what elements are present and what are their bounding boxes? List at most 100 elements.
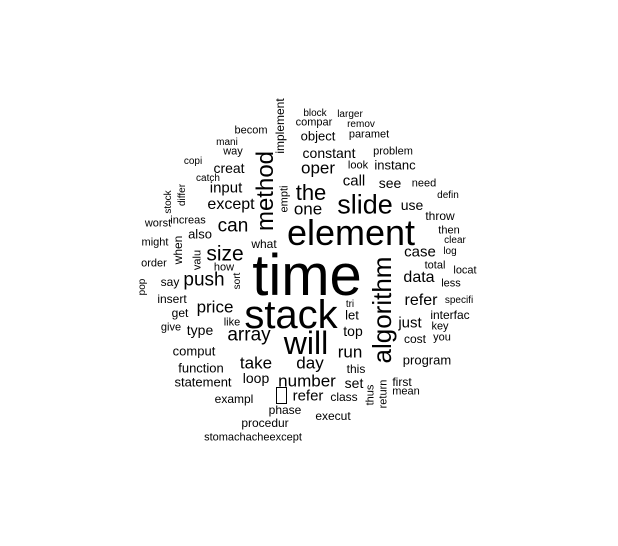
cloud-word: function	[178, 360, 224, 376]
cloud-word: take	[239, 353, 273, 373]
cloud-word: can	[217, 215, 249, 237]
cloud-word: creat	[213, 160, 245, 176]
cloud-word: except	[207, 196, 255, 213]
cloud-word: statement	[174, 374, 232, 390]
cloud-word: total	[424, 259, 446, 272]
cloud-word: need	[411, 177, 437, 190]
cloud-word: procedur	[241, 416, 289, 430]
cloud-word: tri	[345, 299, 355, 310]
cloud-word: way	[223, 145, 243, 158]
cloud-word: mani	[216, 137, 238, 148]
cloud-word: how	[213, 261, 235, 274]
cloud-word: stack	[244, 293, 338, 337]
cloud-word: set	[344, 375, 364, 391]
cloud-word: look	[347, 159, 369, 172]
cloud-word: array	[227, 324, 271, 346]
cloud-word: pop	[137, 278, 148, 296]
cloud-word: just	[398, 314, 422, 332]
cloud-word: worst	[144, 217, 172, 230]
cloud-word: compar	[295, 116, 333, 129]
cloud-word: stock	[163, 190, 174, 214]
cloud-word: sort	[232, 272, 243, 290]
cloud-word: refer	[404, 292, 438, 309]
cloud-word: locat	[453, 264, 477, 277]
cloud-word: interfac	[430, 308, 470, 322]
cloud-word: log	[443, 246, 457, 257]
cloud-word: case	[404, 243, 436, 261]
cloud-word: use	[400, 197, 424, 213]
cloud-word: execut	[315, 409, 351, 423]
cloud-word: refer	[292, 387, 324, 405]
cloud-word: specifi	[444, 295, 474, 306]
cloud-word: will	[283, 325, 329, 361]
cloud-word: class	[330, 390, 358, 404]
cloud-word: like	[223, 316, 241, 329]
cloud-word: catch	[196, 173, 220, 184]
cloud-word: method	[252, 150, 279, 232]
cloud-word: empti	[278, 185, 291, 213]
cloud-word: first	[392, 375, 412, 389]
cloud-word: return	[377, 379, 390, 409]
cloud-word: time	[252, 243, 362, 308]
cloud-word: the	[295, 180, 327, 205]
cloud-word: cost	[403, 332, 427, 346]
missing-glyph-icon	[276, 387, 287, 404]
cloud-word: block	[303, 108, 327, 119]
cloud-word: slide	[337, 189, 393, 220]
cloud-word: what	[251, 237, 277, 251]
cloud-word: paramet	[348, 128, 390, 141]
cloud-word: number	[278, 371, 336, 391]
cloud-word: see	[378, 175, 402, 191]
cloud-word: phase	[268, 403, 302, 417]
cloud-word: defin	[437, 190, 459, 201]
cloud-word: less	[441, 277, 461, 290]
cloud-word: instanc	[374, 157, 416, 173]
cloud-word: data	[403, 269, 435, 286]
cloud-word: when	[171, 235, 185, 265]
cloud-word: say	[160, 275, 180, 289]
cloud-word: remov	[347, 119, 375, 130]
cloud-word: key	[431, 320, 449, 333]
cloud-word: constant	[302, 145, 356, 161]
cloud-word: insert	[157, 292, 187, 306]
cloud-word: loop	[242, 370, 270, 386]
cloud-word: then	[438, 224, 460, 237]
cloud-word: larger	[337, 109, 363, 120]
cloud-word: give	[160, 321, 182, 334]
cloud-word: problem	[373, 145, 413, 158]
cloud-word: this	[346, 362, 366, 376]
cloud-word: day	[296, 353, 324, 373]
cloud-word: top	[343, 323, 363, 339]
cloud-word: also	[188, 226, 212, 242]
cloud-word: call	[342, 172, 366, 190]
cloud-word: object	[300, 128, 336, 144]
cloud-word: type	[186, 322, 214, 338]
cloud-word: algorithm	[367, 256, 397, 364]
cloud-word: implement	[273, 98, 287, 154]
cloud-word: copi	[183, 156, 203, 167]
cloud-word: clear	[444, 235, 466, 246]
cloud-word: size	[206, 242, 244, 266]
cloud-word: mean	[392, 385, 420, 398]
cloud-word: price	[196, 297, 234, 317]
cloud-word: might	[141, 236, 169, 249]
cloud-word: get	[171, 306, 189, 320]
cloud-word: thus	[364, 384, 377, 406]
cloud-word: increas	[170, 214, 206, 227]
cloud-word: one	[293, 199, 323, 219]
cloud-word: input	[209, 179, 243, 197]
cloud-word: exampl	[214, 392, 254, 406]
cloud-word: throw	[425, 209, 455, 223]
cloud-word: run	[337, 342, 363, 362]
cloud-word: valu	[191, 249, 204, 271]
cloud-word: let	[345, 307, 359, 323]
cloud-word: push	[183, 269, 225, 291]
cloud-word: comput	[172, 343, 216, 359]
cloud-word: oper	[300, 158, 336, 178]
cloud-word: you	[433, 331, 451, 344]
cloud-word: stomachacheexcept	[204, 431, 302, 444]
cloud-word: order	[141, 257, 167, 270]
cloud-word: becom	[234, 124, 268, 137]
cloud-word: element	[286, 212, 416, 253]
